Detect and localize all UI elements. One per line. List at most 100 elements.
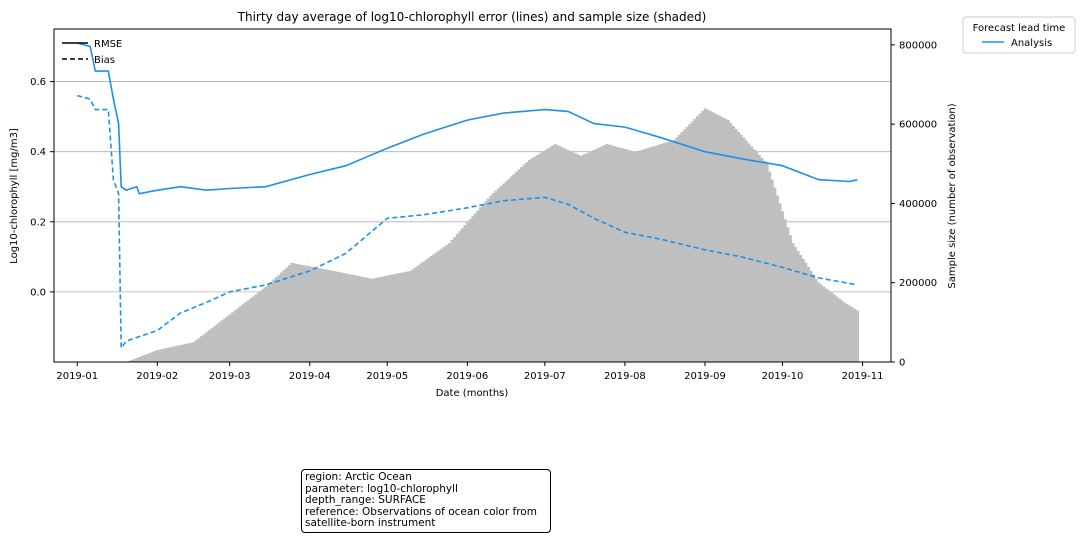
y2-tick-label: 800000 (899, 40, 937, 51)
sample-size-bar (830, 292, 834, 362)
sample-size-bar (809, 270, 813, 362)
sample-size-bar (156, 350, 159, 362)
sample-size-bar (509, 176, 513, 362)
sample-size-bar (856, 310, 860, 362)
sample-size-bar (835, 296, 839, 362)
sample-size-bar (745, 140, 748, 362)
sample-size-bar (817, 282, 821, 362)
sample-size-bar (654, 145, 658, 362)
sample-size-bar (476, 210, 480, 362)
sample-size-bar (447, 243, 451, 362)
sample-size-bar (450, 240, 454, 362)
sample-size-bar (621, 148, 624, 362)
sample-size-bar (460, 228, 464, 362)
sample-size-bar (179, 345, 183, 362)
sample-size-bar (504, 181, 508, 362)
legend-title: Forecast lead time (973, 23, 1066, 34)
sample-size-bar (290, 262, 294, 362)
sample-size-bar (721, 117, 725, 363)
sample-size-bar (786, 227, 790, 362)
sample-size-bar (832, 294, 836, 362)
sample-size-bar (618, 147, 622, 362)
sample-size-bar (680, 132, 684, 362)
sample-size-bar (393, 273, 397, 362)
sample-size-bar (233, 310, 237, 362)
sample-size-bar (652, 146, 655, 362)
sample-size-bar (639, 150, 643, 362)
sample-size-bar (378, 277, 382, 362)
sample-size-bar (628, 150, 632, 362)
sample-size-bar (298, 264, 302, 362)
sample-size-bar (254, 294, 258, 362)
sample-size-bar (734, 128, 738, 362)
sample-size-bar (241, 304, 245, 362)
info-line: depth_range: SURFACE (305, 494, 426, 506)
sample-size-bar (688, 124, 692, 363)
sample-size-bar (261, 288, 265, 362)
sample-size-bar (166, 347, 170, 362)
x-tick-label: 2019-11 (842, 371, 884, 382)
sample-size-bar (561, 147, 565, 362)
sample-size-bar (161, 348, 165, 362)
y-tick-label: 0.2 (30, 217, 46, 228)
sample-size-bar (295, 263, 299, 362)
info-line: parameter: log10-chlorophyll (305, 482, 458, 495)
sample-size-bar (551, 145, 555, 362)
sample-size-bar (672, 140, 676, 362)
sample-size-bar (478, 207, 482, 362)
sample-size-bar (540, 151, 544, 362)
sample-size-bar (752, 149, 756, 362)
sample-size-bar (458, 231, 462, 362)
y2-tick-label: 400000 (899, 199, 937, 210)
sample-size-bar (499, 185, 503, 362)
sample-size-bar (633, 151, 637, 362)
info-box: region: Arctic Ocean parameter: log10-ch… (301, 469, 551, 533)
sample-size-bar (360, 276, 364, 362)
sample-size-bar (249, 298, 252, 362)
sample-size-bar (130, 360, 134, 362)
sample-size-bar (517, 169, 521, 362)
line-style-legend: RMSE Bias (62, 39, 122, 66)
sample-size-bar (597, 147, 601, 362)
sample-size-bar (755, 152, 759, 362)
sample-size-bar (729, 123, 733, 362)
sample-size-bar (528, 159, 531, 362)
sample-size-bar (171, 346, 175, 362)
sample-size-bar (202, 334, 206, 362)
sample-size-bar (316, 267, 320, 362)
sample-size-bar (145, 354, 149, 362)
sample-size-bar (256, 292, 260, 362)
sample-size-bar (187, 343, 190, 362)
sample-size-bar (427, 257, 431, 362)
sample-size-bar (783, 219, 787, 362)
sample-size-bar (329, 270, 333, 362)
sample-size-bar (613, 146, 617, 362)
sample-size-bar (264, 286, 268, 362)
sample-size-bar (724, 118, 728, 362)
sample-size-bar (409, 270, 413, 362)
sample-size-bar (432, 254, 436, 362)
sample-size-bar (380, 276, 384, 362)
sample-size-bar (135, 358, 139, 362)
sample-size-bar (649, 147, 653, 362)
sample-size-bar (768, 171, 772, 362)
sample-size-bar (659, 143, 663, 362)
sample-size-bar (246, 300, 250, 362)
sample-size-bar (132, 359, 136, 362)
sample-size-bar (323, 269, 327, 362)
sample-size-bar (600, 146, 604, 362)
sample-size-bar (362, 277, 366, 362)
sample-size-bar (750, 146, 754, 362)
sample-size-bar (158, 349, 162, 362)
sample-size-bar (199, 336, 203, 362)
sample-size-bar (313, 267, 317, 362)
sample-size-bar (553, 143, 557, 362)
sample-size-bar (375, 277, 379, 362)
sample-size-bar (794, 247, 798, 362)
sample-size-bar (515, 171, 519, 362)
sample-size-bar (238, 306, 242, 362)
sample-size-bar (706, 109, 710, 362)
sample-size-bar (853, 308, 857, 362)
bias-line (77, 94, 858, 351)
sample-size-bar (422, 261, 426, 362)
